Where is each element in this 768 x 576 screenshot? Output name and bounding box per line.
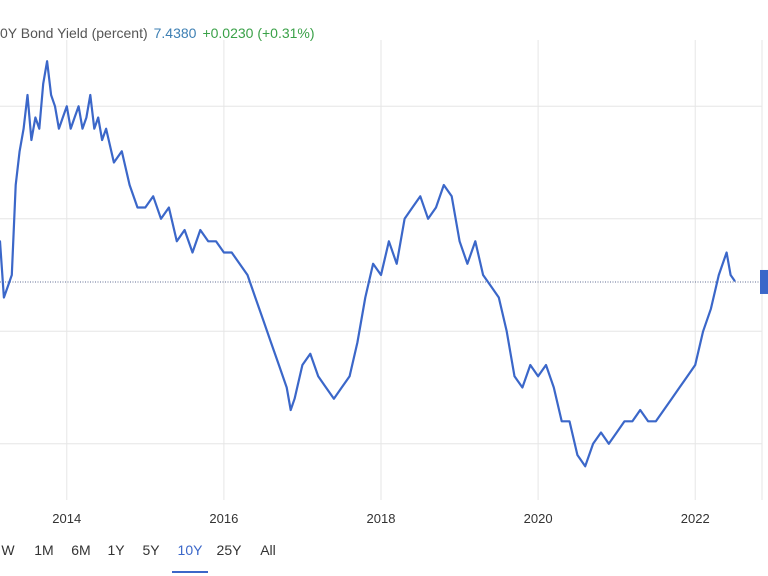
range-button-10y[interactable]: 10Y: [172, 537, 208, 573]
last-price: 7.4380: [153, 25, 197, 41]
series-layer: [0, 60, 736, 468]
x-tick-label: 2022: [681, 511, 710, 526]
current-value-marker: [760, 269, 768, 294]
x-tick-label: 2018: [367, 511, 396, 526]
x-tick-label: 2016: [209, 511, 238, 526]
price-change: +0.0230 (+0.31%): [202, 25, 315, 41]
range-button-all[interactable]: All: [260, 542, 276, 558]
grid-layer: [0, 40, 763, 500]
series-line-0: [0, 60, 736, 468]
range-button-6m[interactable]: 6M: [71, 542, 91, 558]
range-button-1m[interactable]: 1M: [34, 542, 54, 558]
range-button-w[interactable]: W: [1, 542, 15, 558]
chart-header: 0Y Bond Yield (percent) 7.4380 +0.0230 (+0…: [0, 23, 321, 43]
x-tick-label: 2014: [52, 511, 81, 526]
range-button-5y[interactable]: 5Y: [142, 542, 160, 558]
range-button-25y[interactable]: 25Y: [216, 542, 242, 558]
x-tick-label: 2020: [524, 511, 553, 526]
range-button-1y[interactable]: 1Y: [107, 542, 125, 558]
chart-title: 0Y Bond Yield (percent): [0, 25, 148, 41]
x-axis-ticks: 2014 2016 2018 2020 2022: [52, 511, 709, 526]
